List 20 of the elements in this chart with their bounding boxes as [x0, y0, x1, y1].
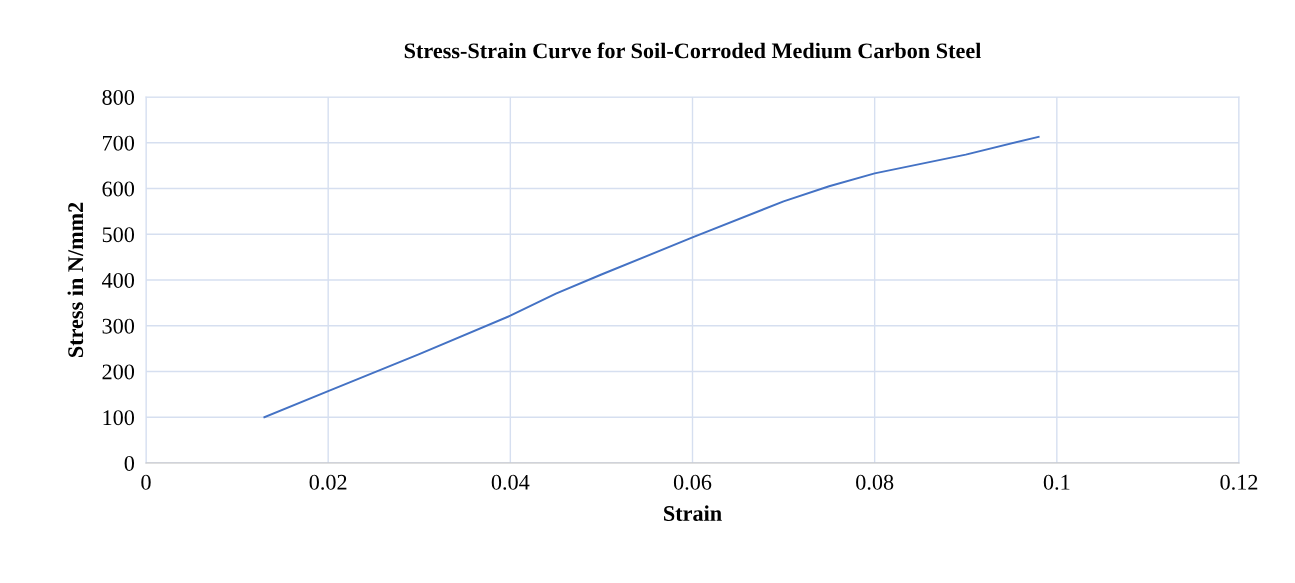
x-tick-label: 0.06 [673, 474, 712, 490]
y-tick-label: 700 [103, 135, 135, 151]
y-tick-label: 300 [102, 318, 135, 334]
y-tick-label: 100 [103, 410, 135, 426]
x-tick-label: 0.02 [309, 474, 347, 490]
y-tick-label: 600 [102, 181, 135, 197]
x-tick-label: 0.1 [1043, 474, 1070, 490]
y-tick-label: 500 [102, 227, 135, 243]
x-tick-label: 0 [141, 474, 151, 490]
y-tick-label: 800 [102, 89, 135, 105]
x-tick-label: 0.04 [491, 474, 530, 490]
x-tick-label: 0.12 [1220, 474, 1258, 490]
y-tick-label: 0 [124, 455, 135, 471]
y-axis-title: Stress in N/mm2 [67, 202, 84, 358]
y-tick-label: 400 [101, 272, 135, 288]
x-axis-title: Strain [664, 505, 722, 522]
x-tick-label: 0.08 [856, 474, 894, 490]
line-series [263, 135, 1040, 419]
y-tick-label: 200 [102, 364, 135, 380]
chart-title: Stress-Strain Curve for Soil-Corroded Medium Carbon Steel [404, 42, 982, 59]
